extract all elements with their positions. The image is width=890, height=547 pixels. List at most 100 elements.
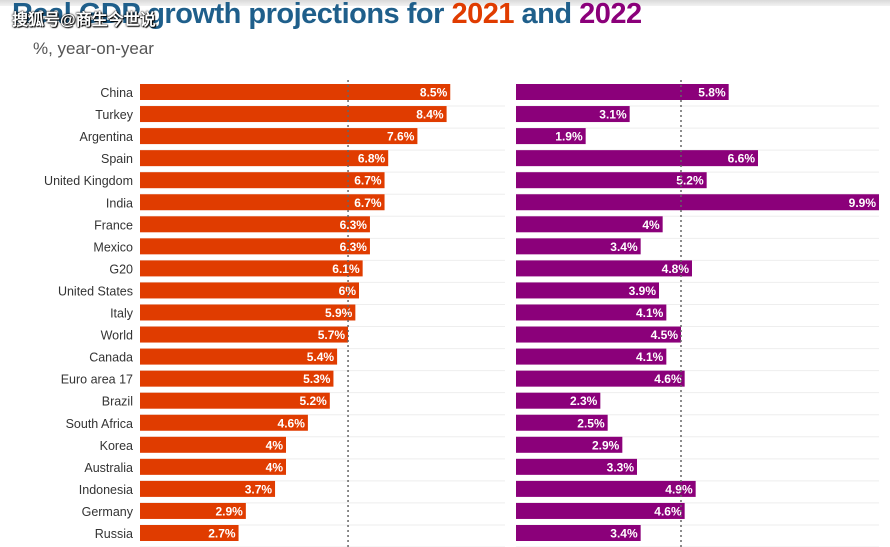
bar-2022 (516, 172, 707, 189)
top-strip (0, 0, 890, 6)
category-label: Korea (100, 439, 133, 453)
bar-2022 (516, 414, 608, 431)
bar-2021 (140, 480, 276, 497)
category-label: United Kingdom (44, 174, 133, 188)
category-label: Australia (84, 461, 133, 475)
value-label-2022: 4.6% (654, 372, 682, 386)
bar-2022 (516, 348, 667, 365)
category-label: France (94, 218, 133, 232)
bar-2022 (516, 282, 659, 299)
title-prefix: Real GDP growth projections for (12, 0, 452, 30)
watermark: 搜狐号@商生今世说 (12, 12, 156, 29)
bar-2021 (140, 502, 246, 519)
value-label-2022: 2.3% (570, 394, 598, 408)
value-label-2021: 4.6% (278, 416, 306, 430)
bar-2022 (516, 304, 667, 321)
bar-2022 (516, 84, 729, 100)
category-label: Spain (101, 152, 133, 166)
category-label: India (106, 196, 133, 210)
category-label: Indonesia (79, 483, 133, 497)
bar-2022 (516, 128, 586, 145)
value-label-2021: 5.9% (325, 306, 353, 320)
value-label-2021: 6.8% (358, 152, 386, 166)
bar-2021 (140, 150, 389, 167)
value-label-2021: 2.9% (215, 504, 243, 518)
bar-2022 (516, 480, 696, 497)
bar-2022 (516, 392, 601, 409)
value-label-2021: 8.5% (420, 86, 448, 100)
category-label: Argentina (79, 130, 133, 144)
bar-2021 (140, 128, 418, 145)
category-label: G20 (109, 262, 133, 276)
value-label-2021: 6.1% (332, 262, 360, 276)
value-label-2022: 3.1% (599, 108, 627, 122)
value-label-2021: 7.6% (387, 130, 415, 144)
bar-2021 (140, 282, 359, 299)
bar-2022 (516, 260, 692, 277)
value-label-2021: 5.7% (318, 328, 346, 342)
value-label-2022: 3.3% (607, 460, 635, 474)
value-label-2021: 4% (266, 460, 284, 474)
category-label: China (100, 86, 133, 100)
chart-title: Real GDP growth projections for 2021 and… (12, 0, 642, 31)
value-label-2021: 5.3% (303, 372, 331, 386)
category-label: Germany (82, 505, 134, 519)
value-label-2021: 6.7% (354, 174, 382, 188)
title-and: and (513, 0, 580, 30)
bar-2021 (140, 238, 370, 255)
bar-2022 (516, 436, 623, 453)
value-label-2022: 3.9% (629, 284, 657, 298)
value-label-2022: 4.9% (665, 482, 693, 496)
value-label-2021: 4% (266, 438, 284, 452)
value-label-2022: 4.1% (636, 350, 664, 364)
value-label-2022: 9.9% (849, 196, 877, 210)
category-label: Brazil (102, 395, 133, 409)
bar-2021 (140, 414, 308, 431)
bar-2021 (140, 84, 451, 100)
bar-2021 (140, 194, 385, 211)
bar-2022 (516, 106, 630, 123)
bar-2022 (516, 502, 685, 519)
bar-2022 (516, 370, 685, 387)
value-label-2022: 3.4% (610, 527, 638, 541)
bar-2021 (140, 260, 363, 277)
bar-2022 (516, 525, 641, 541)
title-year-2021: 2021 (451, 0, 514, 30)
value-label-2022: 4% (642, 218, 660, 232)
bar-2021 (140, 216, 370, 233)
bar-2022 (516, 194, 879, 211)
category-label: Russia (95, 527, 133, 541)
bar-2022 (516, 458, 637, 475)
value-label-2022: 1.9% (555, 130, 583, 144)
value-label-2022: 3.4% (610, 240, 638, 254)
value-label-2022: 2.5% (577, 416, 605, 430)
bar-2021 (140, 436, 286, 453)
category-label: South Africa (66, 417, 133, 431)
category-label: Canada (89, 351, 133, 365)
bar-2022 (516, 216, 663, 233)
category-label: Mexico (93, 240, 133, 254)
value-label-2022: 5.2% (676, 174, 704, 188)
category-label: Euro area 17 (61, 373, 133, 387)
bar-2021 (140, 525, 239, 541)
value-label-2021: 6.7% (354, 196, 382, 210)
value-label-2022: 4.5% (651, 328, 679, 342)
value-label-2021: 2.7% (208, 527, 236, 541)
bar-2021 (140, 106, 447, 123)
value-label-2022: 4.6% (654, 504, 682, 518)
value-label-2021: 5.4% (307, 350, 335, 364)
bar-2021 (140, 326, 349, 343)
category-label: Italy (110, 307, 134, 321)
value-label-2021: 5.2% (299, 394, 327, 408)
value-label-2022: 6.6% (728, 152, 756, 166)
value-label-2022: 4.8% (662, 262, 690, 276)
value-label-2022: 5.8% (698, 86, 726, 100)
bar-2021 (140, 304, 356, 321)
bar-2021 (140, 458, 286, 475)
value-label-2021: 8.4% (416, 108, 444, 122)
value-label-2021: 6.3% (340, 218, 368, 232)
bar-2022 (516, 150, 758, 167)
bar-2022 (516, 326, 681, 343)
bar-2022 (516, 238, 641, 255)
